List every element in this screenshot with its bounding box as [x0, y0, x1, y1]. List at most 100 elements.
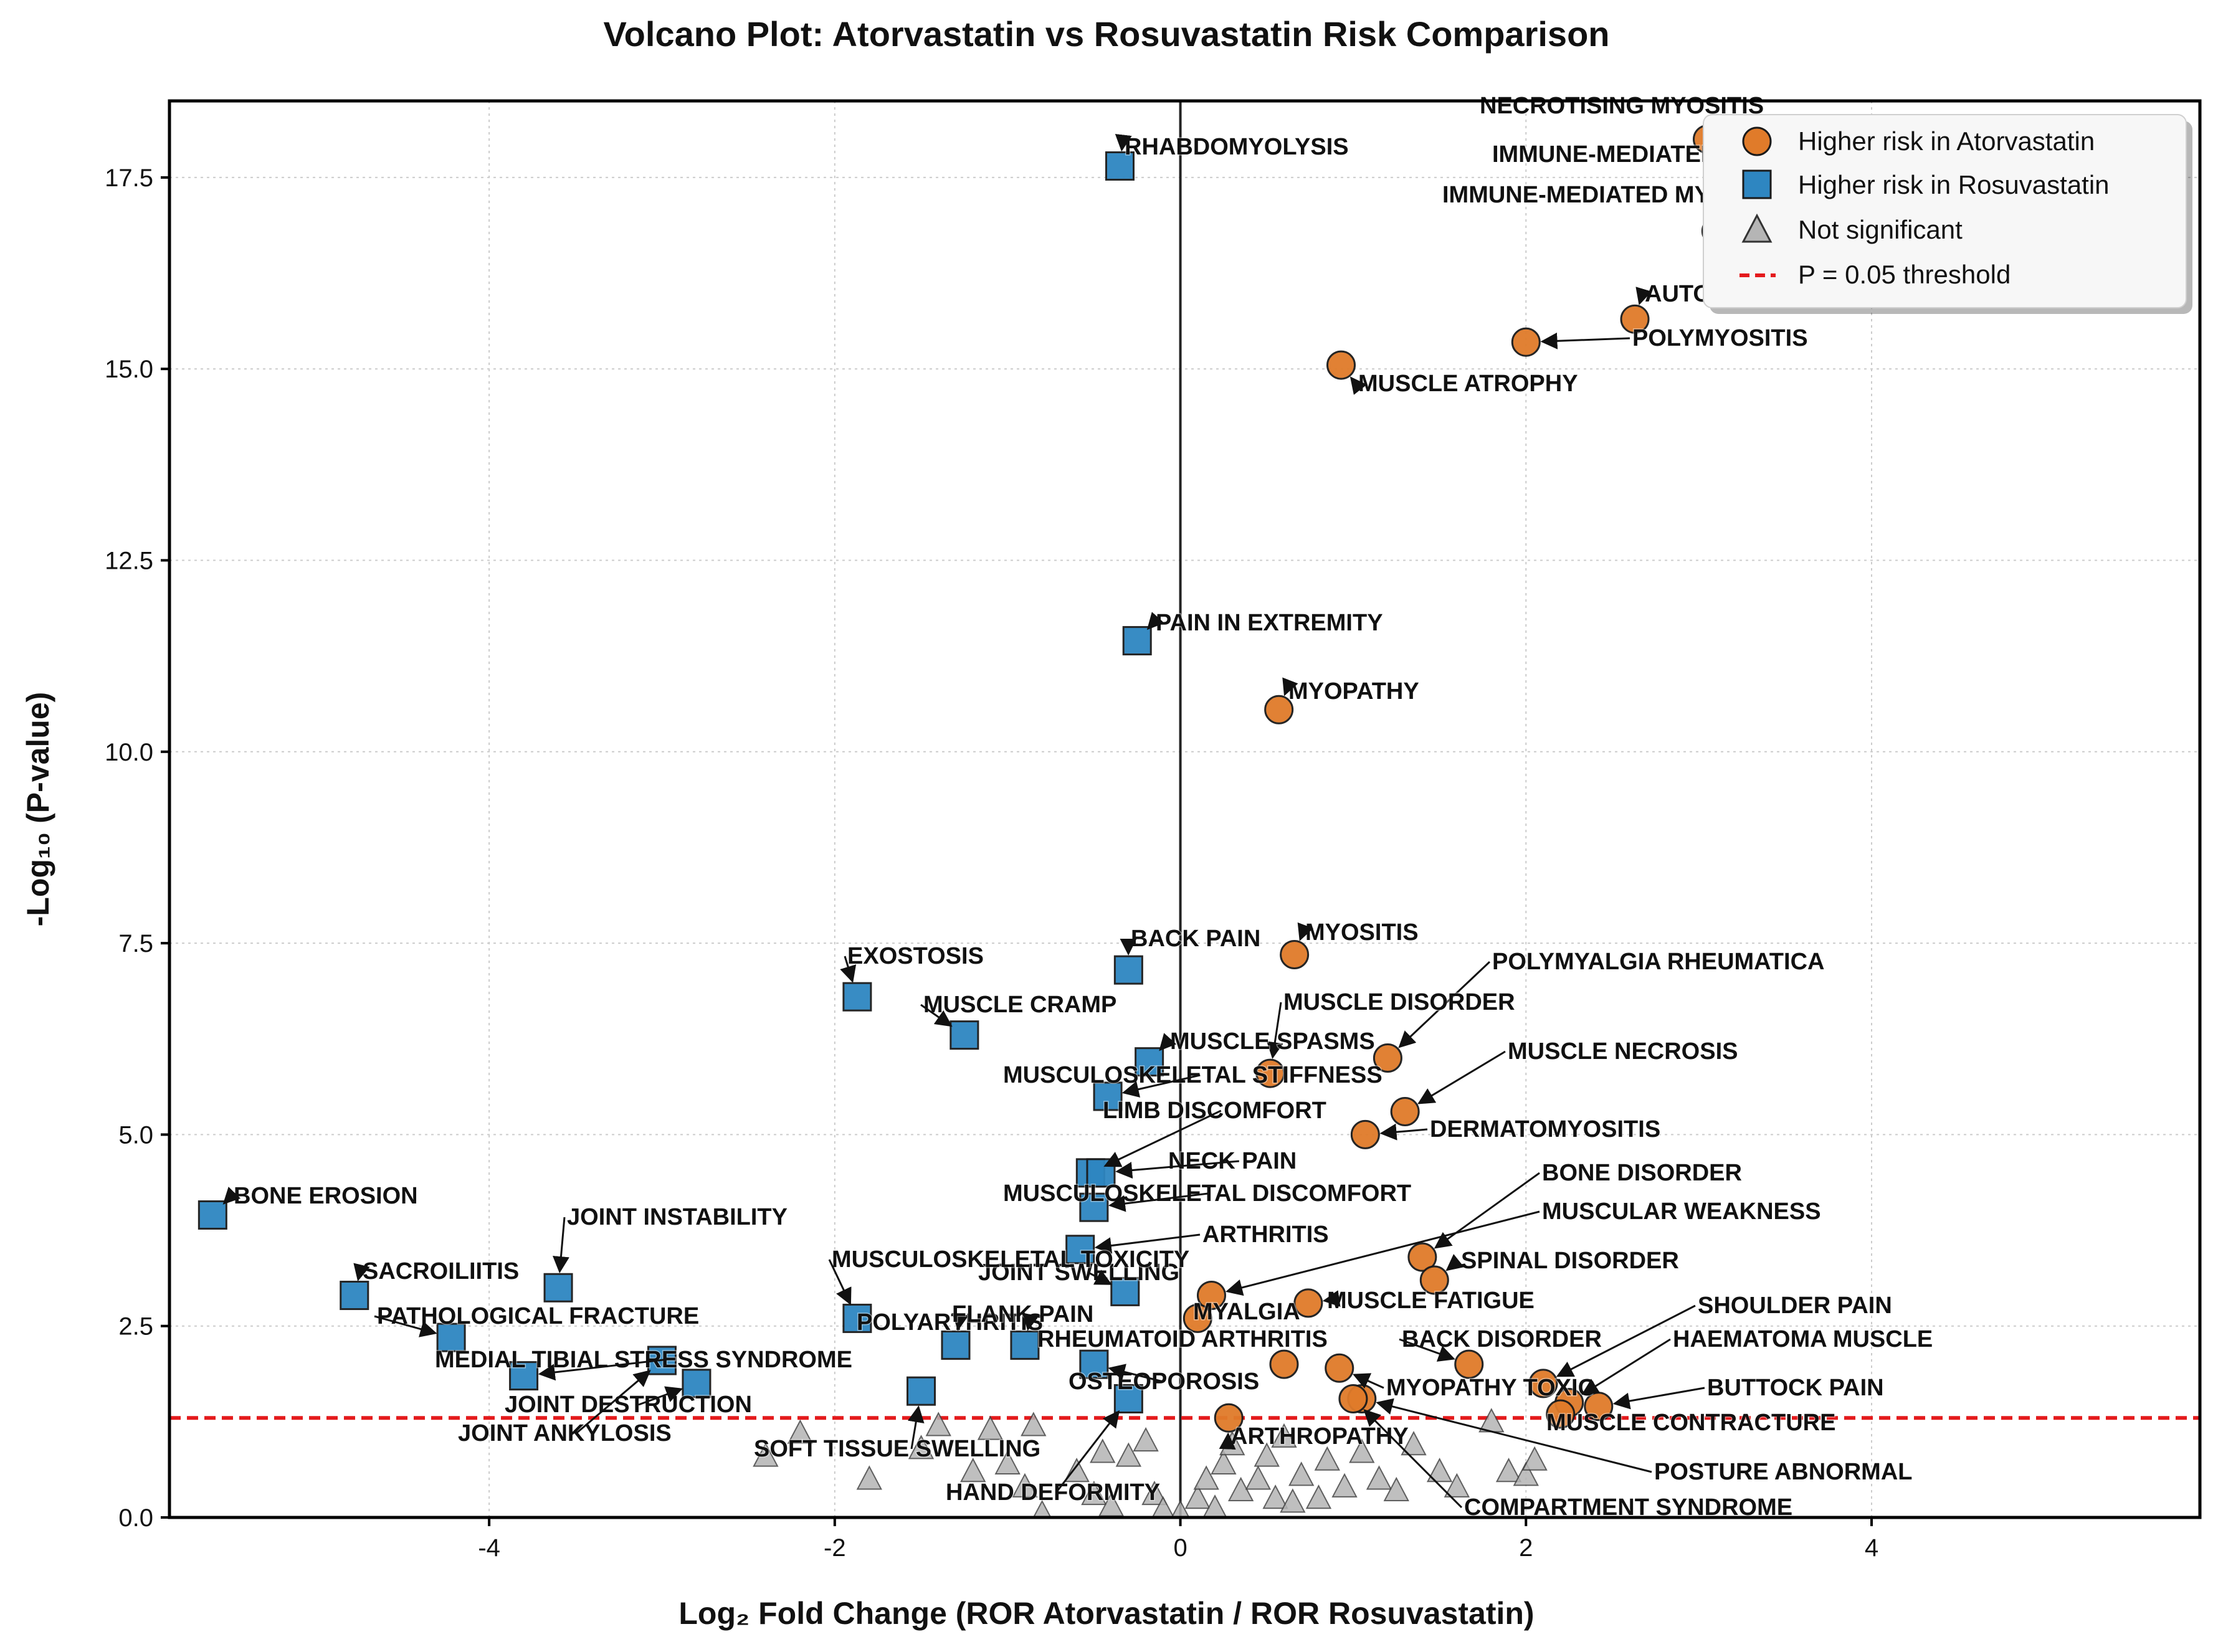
point-not-significant [753, 1442, 779, 1467]
point-muscle-disorder [1255, 1058, 1285, 1088]
leader-muscle-necrosis [1417, 1050, 1506, 1104]
label-pathological-fracture: PATHOLOGICAL FRACTURE [377, 1303, 699, 1329]
point-myositis [1280, 940, 1310, 970]
chart-title: Volcano Plot: Atorvastatin vs Rosuvastat… [603, 14, 1609, 54]
point-spinal-disorder [1419, 1265, 1449, 1295]
point-muscle-contracture [1546, 1399, 1576, 1429]
legend-box [1703, 114, 2187, 308]
point-not-significant [1032, 1499, 1052, 1517]
y-tick-label: 5.0 [118, 1121, 153, 1149]
label-sacroiliitis: SACROILIITIS [363, 1258, 519, 1284]
leader-muscle-disorder [1266, 1002, 1283, 1060]
leader-musculoskeletal-stiffness [1121, 1074, 1201, 1098]
point-flank-pain [1010, 1330, 1040, 1360]
point-not-significant [1478, 1408, 1505, 1433]
label-hand-deformity: HAND DEFORMITY [946, 1479, 1160, 1506]
label-muscular-weakness: MUSCULAR WEAKNESS [1542, 1199, 1821, 1225]
leader-hand-deformity [1055, 1410, 1120, 1493]
point-exostosis [842, 982, 872, 1012]
legend-marker-atorvastatin [1742, 126, 1772, 156]
point-back-pain [1113, 955, 1143, 985]
point-soft-tissue-swelling [907, 1376, 936, 1406]
label-osteoporosis: OSTEOPOROSIS [1068, 1369, 1259, 1395]
leader-autoimmune-myositis [1635, 287, 1652, 305]
point-not-significant [960, 1458, 986, 1483]
point-muscle-fatigue [1293, 1288, 1323, 1318]
point-not-significant [787, 1419, 814, 1444]
point-muscle-necrosis [1390, 1097, 1420, 1127]
label-medial-tibial-stress-syndrome: MEDIAL TIBIAL STRESS SYNDROME [435, 1347, 852, 1373]
point-bone-erosion [198, 1200, 227, 1230]
leader-pain-in-extremity [1146, 612, 1164, 630]
point-not-significant [908, 1435, 935, 1460]
legend-label-threshold: P = 0.05 threshold [1798, 260, 2011, 289]
point-not-significant [994, 1450, 1021, 1474]
leader-muscle-atrophy [1349, 376, 1368, 395]
label-bone-disorder: BONE DISORDER [1542, 1160, 1742, 1186]
legend-marker-rosuvastatin [1742, 169, 1772, 199]
point-not-significant [856, 1465, 882, 1490]
point-not-significant [1012, 1473, 1038, 1498]
label-myopathy-toxic: MYOPATHY TOXIC [1386, 1375, 1595, 1401]
point-not-significant [1383, 1476, 1409, 1501]
point-not-significant [1262, 1484, 1288, 1509]
label-soft-tissue-swelling: SOFT TISSUE SWELLING [754, 1436, 1040, 1462]
label-shoulder-pain: SHOULDER PAIN [1698, 1293, 1892, 1319]
point-not-significant [1426, 1458, 1453, 1483]
leader-spinal-disorder [1445, 1253, 1465, 1271]
label-back-disorder: BACK DISORDER [1402, 1326, 1602, 1352]
y-tick-label: 17.5 [105, 164, 153, 192]
x-tick-label: 0 [1173, 1534, 1187, 1562]
point-not-significant [1271, 1423, 1297, 1448]
label-muscle-necrosis: MUSCLE NECROSIS [1508, 1038, 1738, 1065]
label-muscle-spasms: MUSCLE SPASMS [1170, 1028, 1375, 1055]
label-pain-in-extremity: PAIN IN EXTREMITY [1156, 610, 1383, 636]
label-muscle-fatigue: MUSCLE FATIGUE [1327, 1288, 1535, 1314]
point-not-significant [1495, 1458, 1522, 1483]
point-not-significant [1444, 1473, 1470, 1498]
label-flank-pain: FLANK PAIN [952, 1301, 1093, 1327]
leader-muscle-cramp [920, 1004, 953, 1027]
point-not-significant [1280, 1488, 1306, 1513]
point-shoulder-pain [1528, 1369, 1558, 1398]
leader-neck-pain [1115, 1160, 1239, 1179]
point-osteoporosis [1079, 1349, 1109, 1379]
point-not-significant [1245, 1465, 1272, 1490]
leader-haematoma-muscle [1581, 1338, 1671, 1395]
x-tick-label: -2 [824, 1534, 846, 1562]
point-rheumatoid-arthritis [1269, 1349, 1299, 1379]
x-axis-label: Log₂ Fold Change (ROR Atorvastatin / ROR… [678, 1596, 1534, 1631]
leader-flank-pain [1022, 1313, 1039, 1331]
leader-pathological-fracture [374, 1315, 437, 1337]
leader-buttock-pain [1612, 1387, 1705, 1410]
point-muscular-weakness [1196, 1281, 1226, 1311]
label-limb-discomfort: LIMB DISCOMFORT [1103, 1098, 1326, 1124]
label-joint-destruction: JOINT DESTRUCTION [505, 1392, 752, 1418]
label-joint-swelling: JOINT SWELLING [978, 1260, 1179, 1286]
point-rhabdomyolysis [1105, 151, 1135, 181]
point-neck-pain [1086, 1158, 1116, 1188]
plot-frame [168, 99, 2202, 1519]
point-not-significant [1254, 1442, 1280, 1467]
point-myopathy-toxic [1325, 1353, 1354, 1383]
legend-label-rosuvastatin: Higher risk in Rosuvastatin [1798, 170, 2110, 199]
data-points [198, 124, 1757, 1517]
y-axis-label: -Log₁₀ (P-value) [21, 692, 55, 927]
label-dermatomyositis: DERMATOMYOSITIS [1430, 1116, 1660, 1142]
label-muscle-disorder: MUSCLE DISORDER [1283, 989, 1515, 1015]
y-tick-label: 10.0 [105, 739, 153, 766]
label-arthritis: ARTHRITIS [1202, 1222, 1329, 1248]
point-polymyalgia-rheumatica [1373, 1043, 1402, 1073]
leader-bone-disorder [1434, 1172, 1540, 1249]
legend-marker-not-significant [1741, 213, 1773, 243]
label-spinal-disorder: SPINAL DISORDER [1461, 1248, 1679, 1274]
leader-dermatomyositis [1379, 1123, 1428, 1141]
label-muscle-contracture: MUSCLE CONTRACTURE [1546, 1410, 1835, 1436]
label-myalgia: MYALGIA [1193, 1299, 1300, 1325]
label-musculoskeletal-stiffness: MUSCULOSKELETAL STIFFNESS [1003, 1062, 1383, 1088]
point-not-significant [1151, 1496, 1175, 1517]
point-joint-swelling [1110, 1276, 1140, 1306]
point-not-significant [1521, 1446, 1548, 1471]
point-pathological-fracture [436, 1322, 466, 1352]
point-not-significant [1021, 1412, 1047, 1436]
